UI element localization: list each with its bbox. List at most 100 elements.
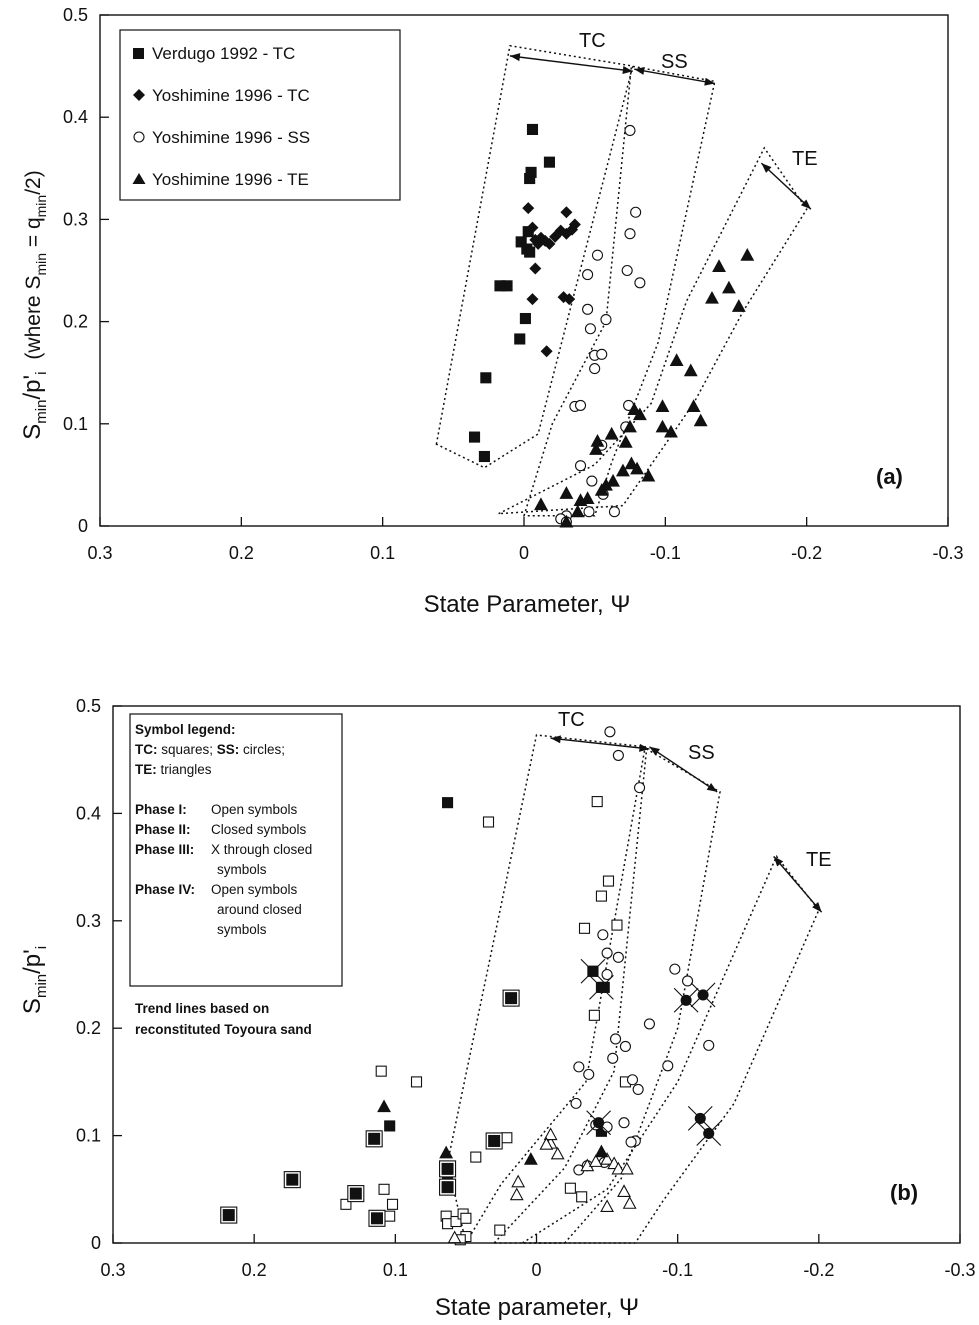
marker-cross <box>696 1121 722 1146</box>
data-point-circle-open <box>583 1068 595 1080</box>
marker-triangle <box>630 461 644 475</box>
legend-symbol-line: TC: squares; SS: circles; <box>135 742 285 757</box>
marker-circle <box>574 460 587 472</box>
data-point-circle-open <box>612 951 624 963</box>
marker-square-inner <box>441 1181 454 1194</box>
panel-b-x-axis-title: State parameter, Ψ <box>435 1294 639 1321</box>
x-tick-label: 0.1 <box>370 543 395 563</box>
marker-circle <box>630 206 642 218</box>
x-tick-label: 0.2 <box>229 543 254 563</box>
range-arrow-ss <box>649 746 718 793</box>
legend-diamond-filled-icon <box>133 89 145 101</box>
x-tick-label: -0.3 <box>932 543 963 563</box>
data-point-circle-x <box>696 1121 722 1146</box>
data-point-square-ring <box>439 1160 457 1178</box>
marker-triangle <box>618 435 633 448</box>
data-point-square-open <box>386 1198 399 1210</box>
data-point-triangle-filled <box>641 468 656 482</box>
legend-phase-label: Phase I: <box>135 802 187 817</box>
data-point-triangle-open <box>509 1187 524 1201</box>
data-point-circle-open <box>607 1052 619 1064</box>
marker-cross <box>580 958 606 984</box>
data-point-triangle-filled <box>686 399 701 412</box>
marker-triangle <box>589 442 604 455</box>
marker-square <box>340 1198 352 1210</box>
data-point-square-open <box>384 1210 396 1222</box>
data-point-triangle-filled <box>523 1152 538 1165</box>
marker-circle <box>619 1040 631 1053</box>
marker-circle <box>610 1033 622 1045</box>
marker-circle <box>597 929 609 941</box>
marker-circle <box>573 1061 585 1073</box>
data-point-triangle-filled <box>559 514 574 528</box>
arrow-head <box>550 735 561 744</box>
data-point-square-filled <box>526 123 539 136</box>
data-point-circle-x <box>690 982 716 1008</box>
data-point-circle-open <box>574 460 587 472</box>
marker-triangle <box>722 280 736 294</box>
data-point-square-filled <box>478 450 490 463</box>
data-point-square-open <box>378 1183 390 1195</box>
data-point-triangle-open <box>619 1161 634 1175</box>
marker-triangle <box>655 399 670 412</box>
legend-phase-label: Phase IV: <box>135 882 195 897</box>
marker-triangle <box>550 1146 565 1160</box>
data-point-square-filled <box>525 166 537 178</box>
data-point-triangle-filled <box>655 419 670 433</box>
data-point-triangle-filled <box>559 486 574 499</box>
panel-b-band-label-tc: TC <box>558 709 585 731</box>
data-point-square-open <box>494 1224 506 1236</box>
arrow-shaft <box>509 55 633 72</box>
data-point-circle-x <box>586 1110 612 1136</box>
data-point-diamond-filled <box>529 262 542 275</box>
data-point-circle-open <box>634 277 646 289</box>
panel-a-x-axis-title: State Parameter, Ψ <box>424 591 631 618</box>
marker-square <box>478 450 490 463</box>
marker-triangle <box>377 1099 391 1113</box>
panel-b-range-arrows <box>550 735 823 913</box>
y-tick-label: 0.2 <box>76 1018 101 1038</box>
marker-triangle <box>509 1187 524 1201</box>
data-point-circle-open <box>624 228 636 240</box>
marker-circle <box>583 506 595 518</box>
data-point-square-open <box>595 890 607 902</box>
data-point-square-filled <box>515 236 527 248</box>
arrow-head <box>773 856 784 867</box>
marker-circle <box>586 475 598 487</box>
legend-phase-label: Phase II: <box>135 822 191 837</box>
marker-square-inner <box>370 1212 383 1225</box>
panel-a-tag: (a) <box>876 464 903 489</box>
data-point-circle-open <box>608 506 621 518</box>
data-point-circle-open <box>591 249 604 261</box>
legend-phase-text: Open symbols <box>211 802 298 817</box>
y-tick-label: 0.3 <box>76 911 101 931</box>
marker-circle <box>624 228 636 240</box>
marker-square <box>525 166 537 178</box>
marker-square <box>578 922 591 934</box>
marker-square <box>588 1009 600 1021</box>
arrow-shaft <box>550 737 650 750</box>
panel-a-range-arrows <box>509 53 812 210</box>
panel-a-band-label-ss: SS <box>661 51 688 73</box>
panel-a-legend-entry: Yoshimine 1996 - TC <box>152 86 310 105</box>
marker-square-inner <box>368 1132 381 1145</box>
marker-circle <box>621 264 633 277</box>
marker-circle <box>591 249 604 261</box>
marker-circle <box>596 348 608 360</box>
data-point-triangle-open <box>511 1174 526 1188</box>
panel-a-chart: 0.3 0.2 0.1 0 -0.1 -0.2 -0.3 0 0.1 0.2 0.3 0.4 0.5 T… <box>19 5 964 618</box>
arrow-shaft <box>773 855 823 913</box>
data-point-diamond-filled <box>526 221 539 234</box>
y-tick-label: 0.4 <box>63 107 88 127</box>
data-point-circle-open <box>584 323 596 335</box>
arrow-shaft <box>634 68 715 85</box>
marker-circle <box>607 1052 619 1064</box>
marker-diamond <box>560 206 573 219</box>
data-point-triangle-filled <box>655 399 670 412</box>
data-point-circle-open <box>604 726 616 738</box>
marker-circle <box>626 1074 639 1086</box>
data-point-triangle-filled <box>669 353 684 366</box>
marker-square <box>524 246 536 258</box>
data-point-square-filled <box>543 156 555 168</box>
marker-diamond <box>522 202 535 215</box>
